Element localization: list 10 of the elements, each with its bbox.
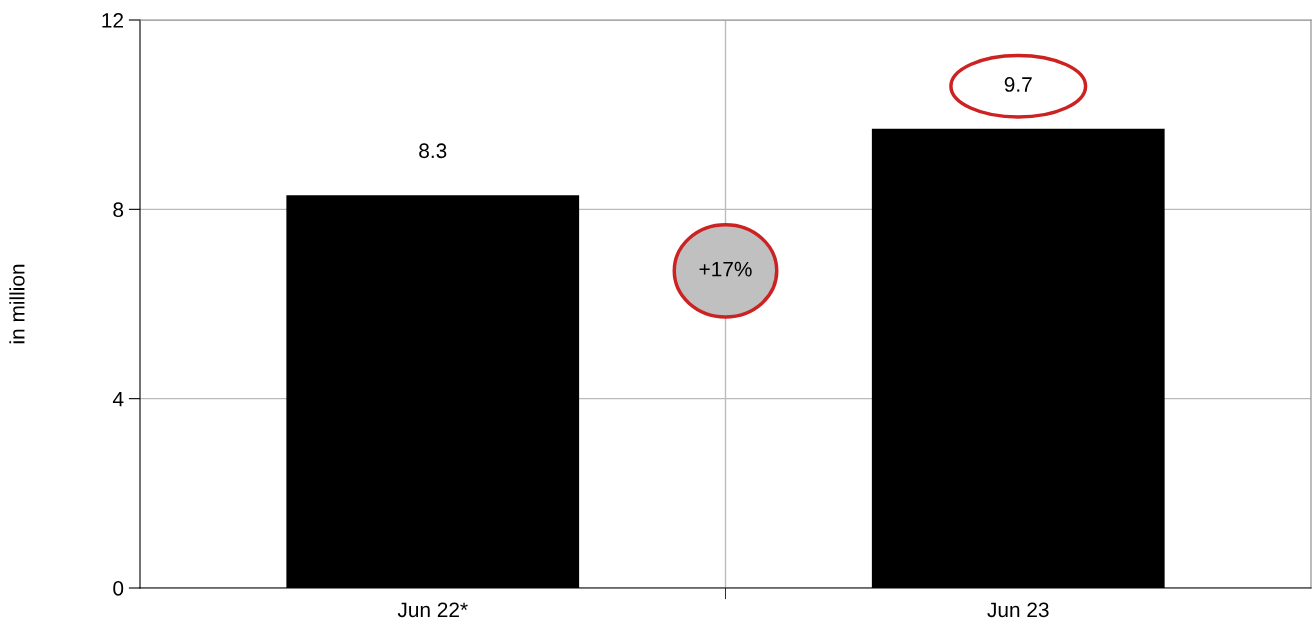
- y-axis-title: in million: [9, 264, 25, 344]
- data-label: 8.3: [419, 143, 447, 159]
- y-tick-label: 12: [102, 13, 123, 28]
- y-tick-label: 4: [112, 391, 124, 407]
- y-tick-label: 8: [113, 202, 124, 218]
- x-tick-label: Jun 22*: [397, 602, 468, 618]
- annotation: +17%: [699, 261, 752, 277]
- y-tick-label: 0: [113, 581, 124, 596]
- data-label: 9.7: [1004, 77, 1032, 92]
- x-tick-label: Jun 23: [987, 602, 1049, 618]
